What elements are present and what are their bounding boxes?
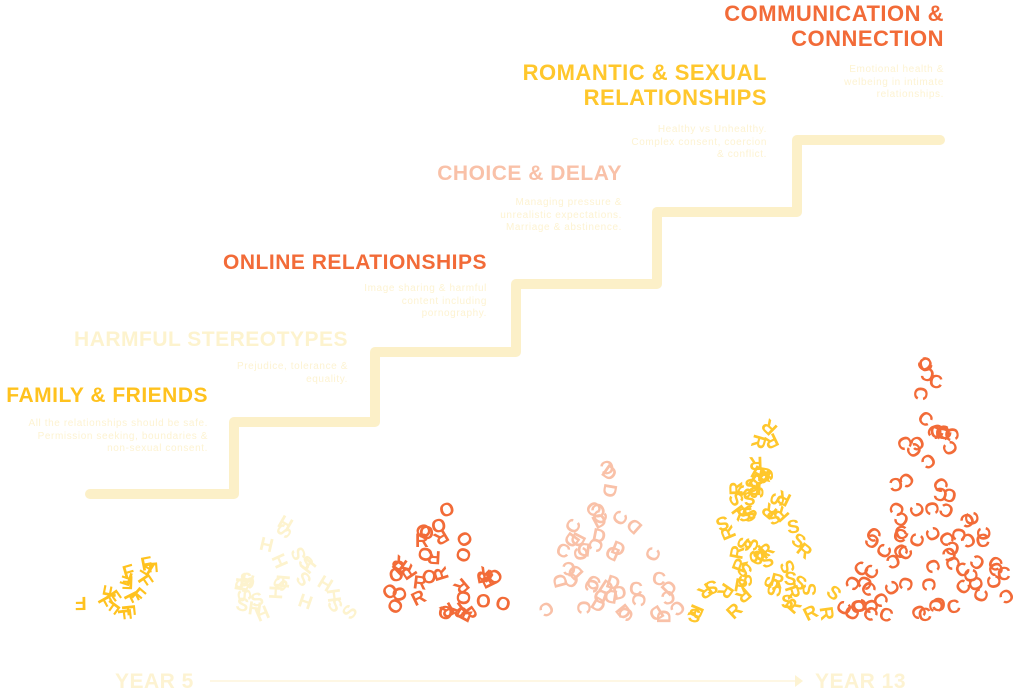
pile-letter: H <box>270 573 293 590</box>
pile-letter: C <box>930 592 947 615</box>
pile-letter: F <box>138 561 161 575</box>
pile-letter: C <box>946 526 970 543</box>
pile-letter: C <box>916 604 934 628</box>
stage-title-romantic: ROMANTIC & SEXUAL RELATIONSHIPS <box>522 60 767 110</box>
pile-letter: F <box>116 603 139 618</box>
pile-letter: D <box>654 609 676 623</box>
stage-desc-romantic: Healthy vs Unhealthy. Complex consent, c… <box>631 124 767 160</box>
axis-start-label: YEAR 5 <box>115 670 194 693</box>
pile-letter: C <box>533 596 558 622</box>
stage-title-family: FAMILY & FRIENDS <box>6 384 208 407</box>
pile-letter: O <box>418 520 436 544</box>
pile-letter: S <box>786 516 801 539</box>
pile-letter: C <box>641 543 667 565</box>
axis-end-label: YEAR 13 <box>815 670 907 693</box>
stage-desc-online: Image sharing & harmful content includin… <box>364 283 487 319</box>
pile-letter: C <box>916 576 939 592</box>
pile-letter: C <box>944 596 963 620</box>
stage-desc-communication: Emotional health & welbeing in intimate … <box>844 64 944 100</box>
pile-letter: R <box>426 545 442 568</box>
title-line: RELATIONSHIPS <box>583 84 767 110</box>
pile-letter: C <box>916 448 940 474</box>
pile-letter: S <box>799 582 821 597</box>
stage-title-online: ONLINE RELATIONSHIPS <box>223 251 487 274</box>
pile-letter: C <box>919 556 944 578</box>
stage-desc-family: All the relationships should be safe. Pe… <box>28 418 208 454</box>
stage-desc-choice: Managing pressure & unrealistic expectat… <box>500 197 622 233</box>
pile-letter: C <box>919 499 943 517</box>
stage-title-choice: CHOICE & DELAY <box>437 162 622 185</box>
pile-letter: O <box>449 544 475 565</box>
pile-letter: O <box>475 589 491 611</box>
pile-letter: H <box>258 531 277 555</box>
stage-title-communication: COMMUNICATION & CONNECTION <box>724 1 944 51</box>
stage-title-stereotypes: HARMFUL STEREOTYPES <box>74 328 348 351</box>
title-line: ROMANTIC & SEXUAL <box>522 60 767 85</box>
pile-letter: O <box>493 590 514 615</box>
pile-letter: H <box>296 588 316 614</box>
pile-letter: C <box>572 600 594 615</box>
axis-arrow-icon <box>795 675 803 687</box>
pile-letter: C <box>908 384 932 402</box>
title-line: COMMUNICATION & <box>724 1 944 26</box>
pile-letter: C <box>650 568 667 591</box>
stage-desc-stereotypes: Prejudice, tolerance & equality. <box>236 361 348 385</box>
pile-letter: R <box>415 530 429 552</box>
axis-line <box>210 680 795 682</box>
pile-letter: F <box>74 591 87 613</box>
title-line: CONNECTION <box>791 25 944 51</box>
pile-letter: C <box>628 579 644 601</box>
pile-letter: C <box>882 496 908 520</box>
